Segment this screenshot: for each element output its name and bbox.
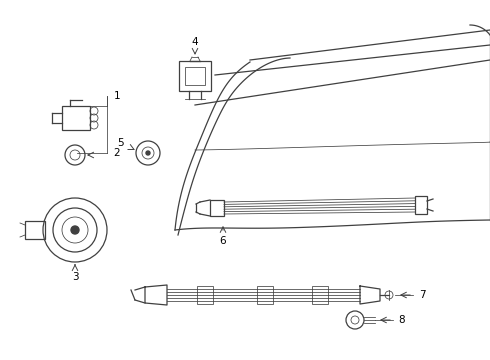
Circle shape bbox=[146, 151, 150, 155]
Text: 3: 3 bbox=[72, 272, 78, 282]
Text: 6: 6 bbox=[220, 236, 226, 246]
Text: 7: 7 bbox=[418, 290, 425, 300]
Bar bbox=[197, 286, 213, 304]
Bar bbox=[62, 106, 90, 130]
Bar bbox=[415, 196, 427, 214]
Bar bbox=[257, 286, 273, 304]
Bar bbox=[312, 286, 328, 304]
Circle shape bbox=[71, 226, 79, 234]
Text: 8: 8 bbox=[399, 315, 405, 325]
Text: 1: 1 bbox=[114, 91, 121, 101]
Bar bbox=[210, 200, 224, 216]
Text: 2: 2 bbox=[114, 148, 121, 158]
Bar bbox=[185, 67, 205, 85]
Bar bbox=[179, 61, 211, 91]
Text: 4: 4 bbox=[192, 37, 198, 47]
Bar bbox=[25, 221, 45, 239]
Text: 5: 5 bbox=[117, 138, 123, 148]
